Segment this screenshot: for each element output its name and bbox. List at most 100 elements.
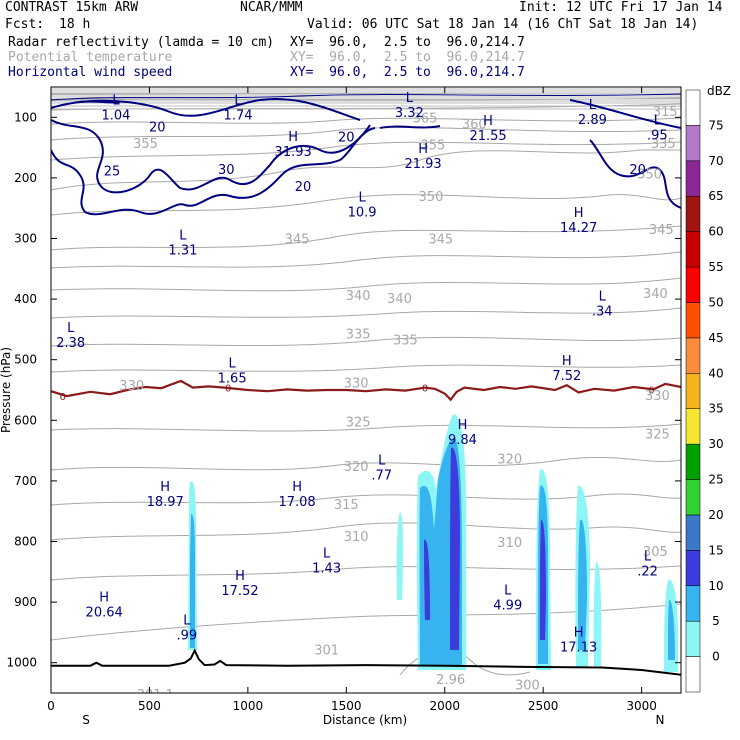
reflectivity-cell <box>593 561 602 666</box>
colorbar-tick-label: 65 <box>708 189 723 203</box>
extremum-value: 14.27 <box>560 221 597 236</box>
plot-labels: 365 360 315 355 355 335 350 350 345 345 345 340 340 3… <box>56 91 678 703</box>
theta-label: 335 <box>346 328 371 343</box>
header-fcst-label: Fcst: <box>5 17 45 32</box>
extremum-value: 1.43 <box>312 562 341 577</box>
theta-label: 300 <box>515 679 540 694</box>
theta-label: 301.1 <box>137 688 174 703</box>
colorbar-tick-label: 50 <box>708 295 723 309</box>
colorbar-swatch <box>685 656 701 693</box>
theta-label: 340 <box>643 287 668 302</box>
freezing-level-label: 0 <box>422 384 428 395</box>
extremum-marker: H <box>458 418 468 433</box>
extremum-value: 31.93 <box>275 145 312 160</box>
y-tick-label: 200 <box>14 171 37 185</box>
extremum-value: 1.04 <box>101 108 130 123</box>
extremum-marker: L <box>654 113 662 128</box>
extremum-value: 1.74 <box>224 108 253 123</box>
header-fcst-value: 18 h <box>59 17 91 32</box>
theta-label: 330 <box>119 379 144 394</box>
extremum-value: 7.52 <box>552 369 581 384</box>
colorbar-swatch <box>685 479 701 516</box>
extremum-marker: H <box>235 569 245 584</box>
colorbar-swatch <box>685 89 701 126</box>
colorbar-swatch <box>685 337 701 374</box>
colorbar-swatch <box>685 160 701 197</box>
header-valid: Valid: 06 UTC Sat 18 Jan 14 (16 ChT Sat … <box>307 17 699 32</box>
freezing-level-label: 0 <box>60 392 66 403</box>
colorbar-swatch <box>685 302 701 339</box>
field-reflectivity-xy: XY= 96.0, 2.5 to 96.0,214.7 <box>290 35 525 50</box>
y-tick-label: 300 <box>14 232 37 246</box>
extremum-value: 1.65 <box>218 371 247 386</box>
y-tick-label: 400 <box>14 292 37 306</box>
theta-label: 340 <box>387 292 412 307</box>
y-tick-label: 500 <box>14 353 37 367</box>
extremum-value: 1.31 <box>168 244 197 259</box>
colorbar-swatch <box>685 266 701 303</box>
colorbar: 0 5 10 15 20 25 30 35 40 45 50 55 60 65 70 75 <box>685 89 724 693</box>
extremum-value: 9.84 <box>448 433 477 448</box>
extremum-marker: L <box>183 613 191 628</box>
x-tick-label: 1500 <box>331 699 362 713</box>
colorbar-tick-label: 30 <box>708 437 723 451</box>
field-reflectivity-name: Radar reflectivity (lamda = 10 cm) <box>8 35 275 50</box>
colorbar-swatch <box>685 408 701 445</box>
extremum-marker: L <box>234 93 242 108</box>
extremum-value: .77 <box>371 468 392 483</box>
field-wind-name: Horizontal wind speed <box>8 65 173 80</box>
terrain-polyline <box>51 648 681 676</box>
wind-label: 20 <box>629 163 646 178</box>
theta-label: 301 <box>314 643 339 658</box>
theta-label: 365 <box>413 111 438 126</box>
colorbar-swatch <box>685 585 701 622</box>
theta-label: 360 <box>462 117 487 132</box>
theta-label: 355 <box>421 139 446 154</box>
theta-label: 320 <box>344 460 369 475</box>
x-tick-label: 0 <box>47 699 55 713</box>
colorbar-tick-label: 40 <box>708 366 723 380</box>
x-axis-label: Distance (km) <box>323 713 407 727</box>
theta-label: 305 <box>643 545 668 560</box>
theta-label: 315 <box>653 105 678 120</box>
extremum-value: 2.89 <box>578 113 607 128</box>
reflectivity-cell <box>190 513 195 648</box>
colorbar-tick-label: 20 <box>708 508 723 522</box>
extremum-value: 18.97 <box>147 495 184 510</box>
theta-label: 320 <box>497 452 522 467</box>
theta-label: 325 <box>645 428 670 443</box>
wind-contours-thin <box>51 93 681 101</box>
extremum-value: 3.32 <box>395 106 424 121</box>
y-tick-label: 600 <box>14 413 37 427</box>
extremum-value: 4.99 <box>493 599 522 614</box>
theta-label: 310 <box>497 536 522 551</box>
endpoint-left: S <box>82 713 90 727</box>
terrain-line <box>51 648 681 676</box>
extremum-marker: L <box>644 550 652 565</box>
colorbar-swatch <box>685 195 701 232</box>
axes: 0 500 1000 1500 2000 2500 30001002003004005006… <box>6 87 681 713</box>
x-tick-label: 3000 <box>626 699 657 713</box>
field-theta-name: Potential temperature <box>8 50 173 65</box>
extremum-marker: L <box>504 584 512 599</box>
x-tick-label: 1000 <box>233 699 264 713</box>
freezing-level-label: 0 <box>225 384 231 395</box>
extremum-marker: H <box>483 114 493 129</box>
colorbar-title: dBZ <box>707 84 731 98</box>
reflectivity-cell <box>668 599 675 660</box>
colorbar-tick-label: 55 <box>708 260 723 274</box>
extremum-marker: L <box>112 93 120 108</box>
wind-contours <box>51 98 681 216</box>
extremum-value: 21.55 <box>469 129 506 144</box>
x-tick-label: 500 <box>138 699 161 713</box>
freezing-level-line <box>51 379 681 402</box>
extremum-value: 10.9 <box>348 205 377 220</box>
extremum-marker: L <box>378 453 386 468</box>
extremum-marker: H <box>418 142 428 157</box>
stratosphere-band <box>51 88 681 110</box>
colorbar-swatch <box>685 125 701 162</box>
y-axis-label: Pressure (hPa) <box>0 347 13 433</box>
extremum-marker: H <box>562 354 572 369</box>
endpoint-right: N <box>656 713 665 727</box>
colorbar-swatch <box>685 550 701 587</box>
